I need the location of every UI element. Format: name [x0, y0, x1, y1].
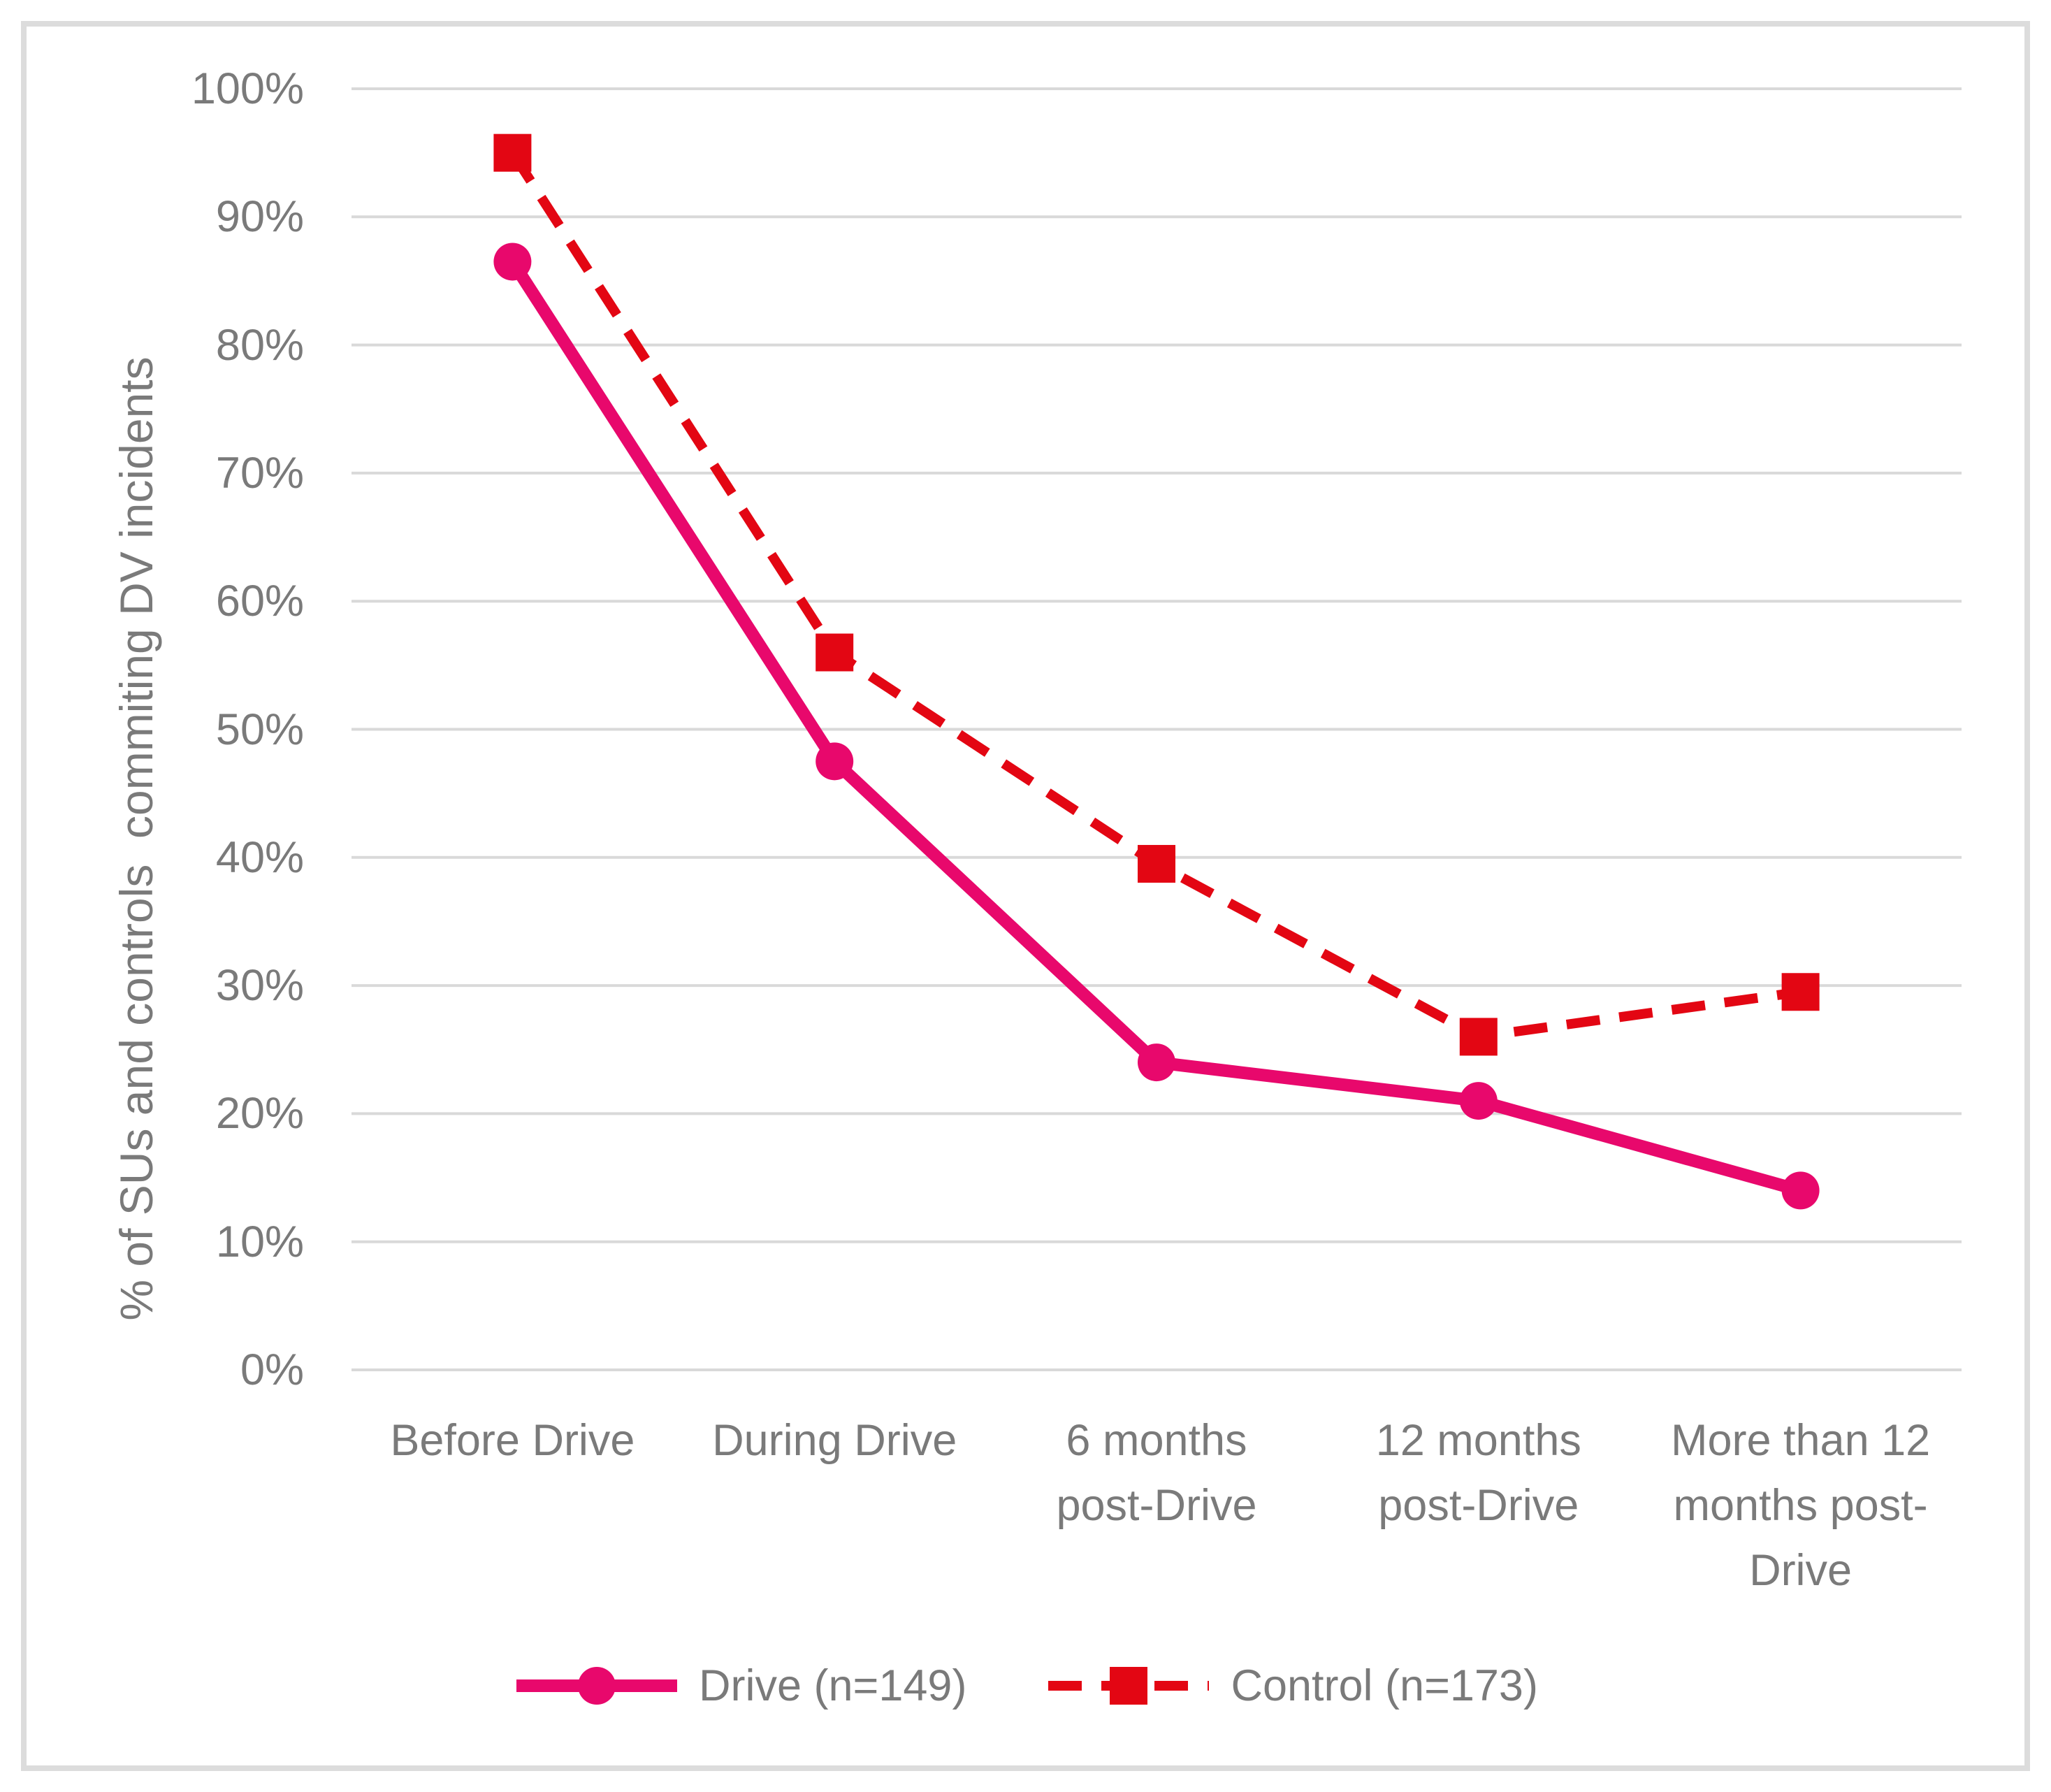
y-tick-label-80: 80%: [215, 320, 304, 370]
y-tick-label-30: 30%: [215, 961, 304, 1011]
control-dashed-line-square-marker-icon: [1048, 1667, 1210, 1705]
y-tick-label-10: 10%: [215, 1217, 304, 1266]
x-category-label-more-12-months: More than 12 months post- Drive: [1670, 1416, 1931, 1595]
y-tick-label-20: 20%: [215, 1089, 304, 1139]
legend-label-control: Control (n=173): [1231, 1661, 1538, 1710]
y-tick-label-60: 60%: [215, 577, 304, 626]
y-tick-label-40: 40%: [215, 832, 304, 882]
drive-line-circle-marker-icon: [516, 1667, 678, 1705]
x-category-label-12-months: 12 months post-Drive: [1375, 1416, 1581, 1530]
legend-label-drive: Drive (n=149): [699, 1661, 967, 1710]
x-category-label-6-months: 6 months post-Drive: [1056, 1416, 1257, 1530]
y-tick-label-0: 0%: [240, 1345, 304, 1394]
legend-item-drive: Drive (n=149): [513, 1654, 966, 1718]
y-tick-label-100: 100%: [191, 64, 304, 113]
y-tick-label-70: 70%: [215, 448, 304, 498]
x-category-label-before-drive: Before Drive: [390, 1416, 635, 1465]
y-tick-label-50: 50%: [215, 704, 304, 754]
legend-item-control: Control (n=173): [1045, 1654, 1538, 1718]
legend: Drive (n=149) Control (n=173): [0, 1654, 2051, 1718]
y-tick-label-90: 90%: [215, 192, 304, 242]
x-category-label-during-drive: During Drive: [712, 1416, 957, 1465]
chart-frame: [21, 21, 2030, 1771]
